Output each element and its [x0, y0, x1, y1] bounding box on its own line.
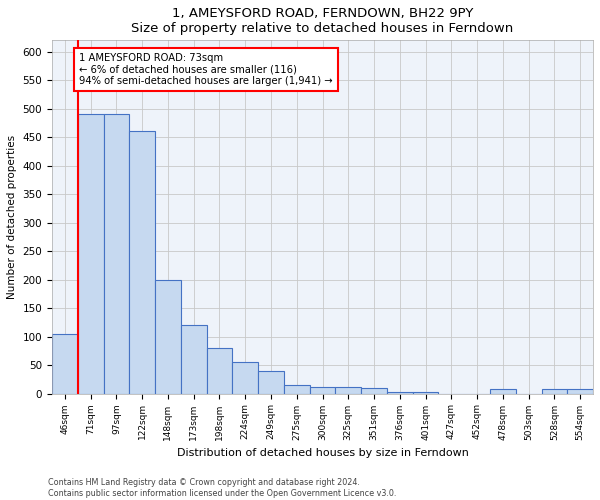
Bar [284, 385, 310, 394]
Bar [542, 389, 567, 394]
Bar [181, 325, 206, 394]
Bar [232, 362, 258, 394]
Bar [387, 392, 413, 394]
Bar [78, 114, 104, 394]
Bar [413, 392, 439, 394]
Text: Contains HM Land Registry data © Crown copyright and database right 2024.
Contai: Contains HM Land Registry data © Crown c… [48, 478, 397, 498]
Bar [129, 132, 155, 394]
Title: 1, AMEYSFORD ROAD, FERNDOWN, BH22 9PY
Size of property relative to detached hous: 1, AMEYSFORD ROAD, FERNDOWN, BH22 9PY Si… [131, 7, 514, 35]
Bar [206, 348, 232, 394]
Bar [310, 387, 335, 394]
Bar [567, 389, 593, 394]
Bar [335, 387, 361, 394]
Y-axis label: Number of detached properties: Number of detached properties [7, 135, 17, 299]
Bar [361, 388, 387, 394]
Text: 1 AMEYSFORD ROAD: 73sqm
← 6% of detached houses are smaller (116)
94% of semi-de: 1 AMEYSFORD ROAD: 73sqm ← 6% of detached… [79, 53, 332, 86]
X-axis label: Distribution of detached houses by size in Ferndown: Distribution of detached houses by size … [176, 448, 469, 458]
Bar [258, 371, 284, 394]
Bar [52, 334, 78, 394]
Bar [104, 114, 129, 394]
Bar [155, 280, 181, 394]
Bar [490, 389, 516, 394]
